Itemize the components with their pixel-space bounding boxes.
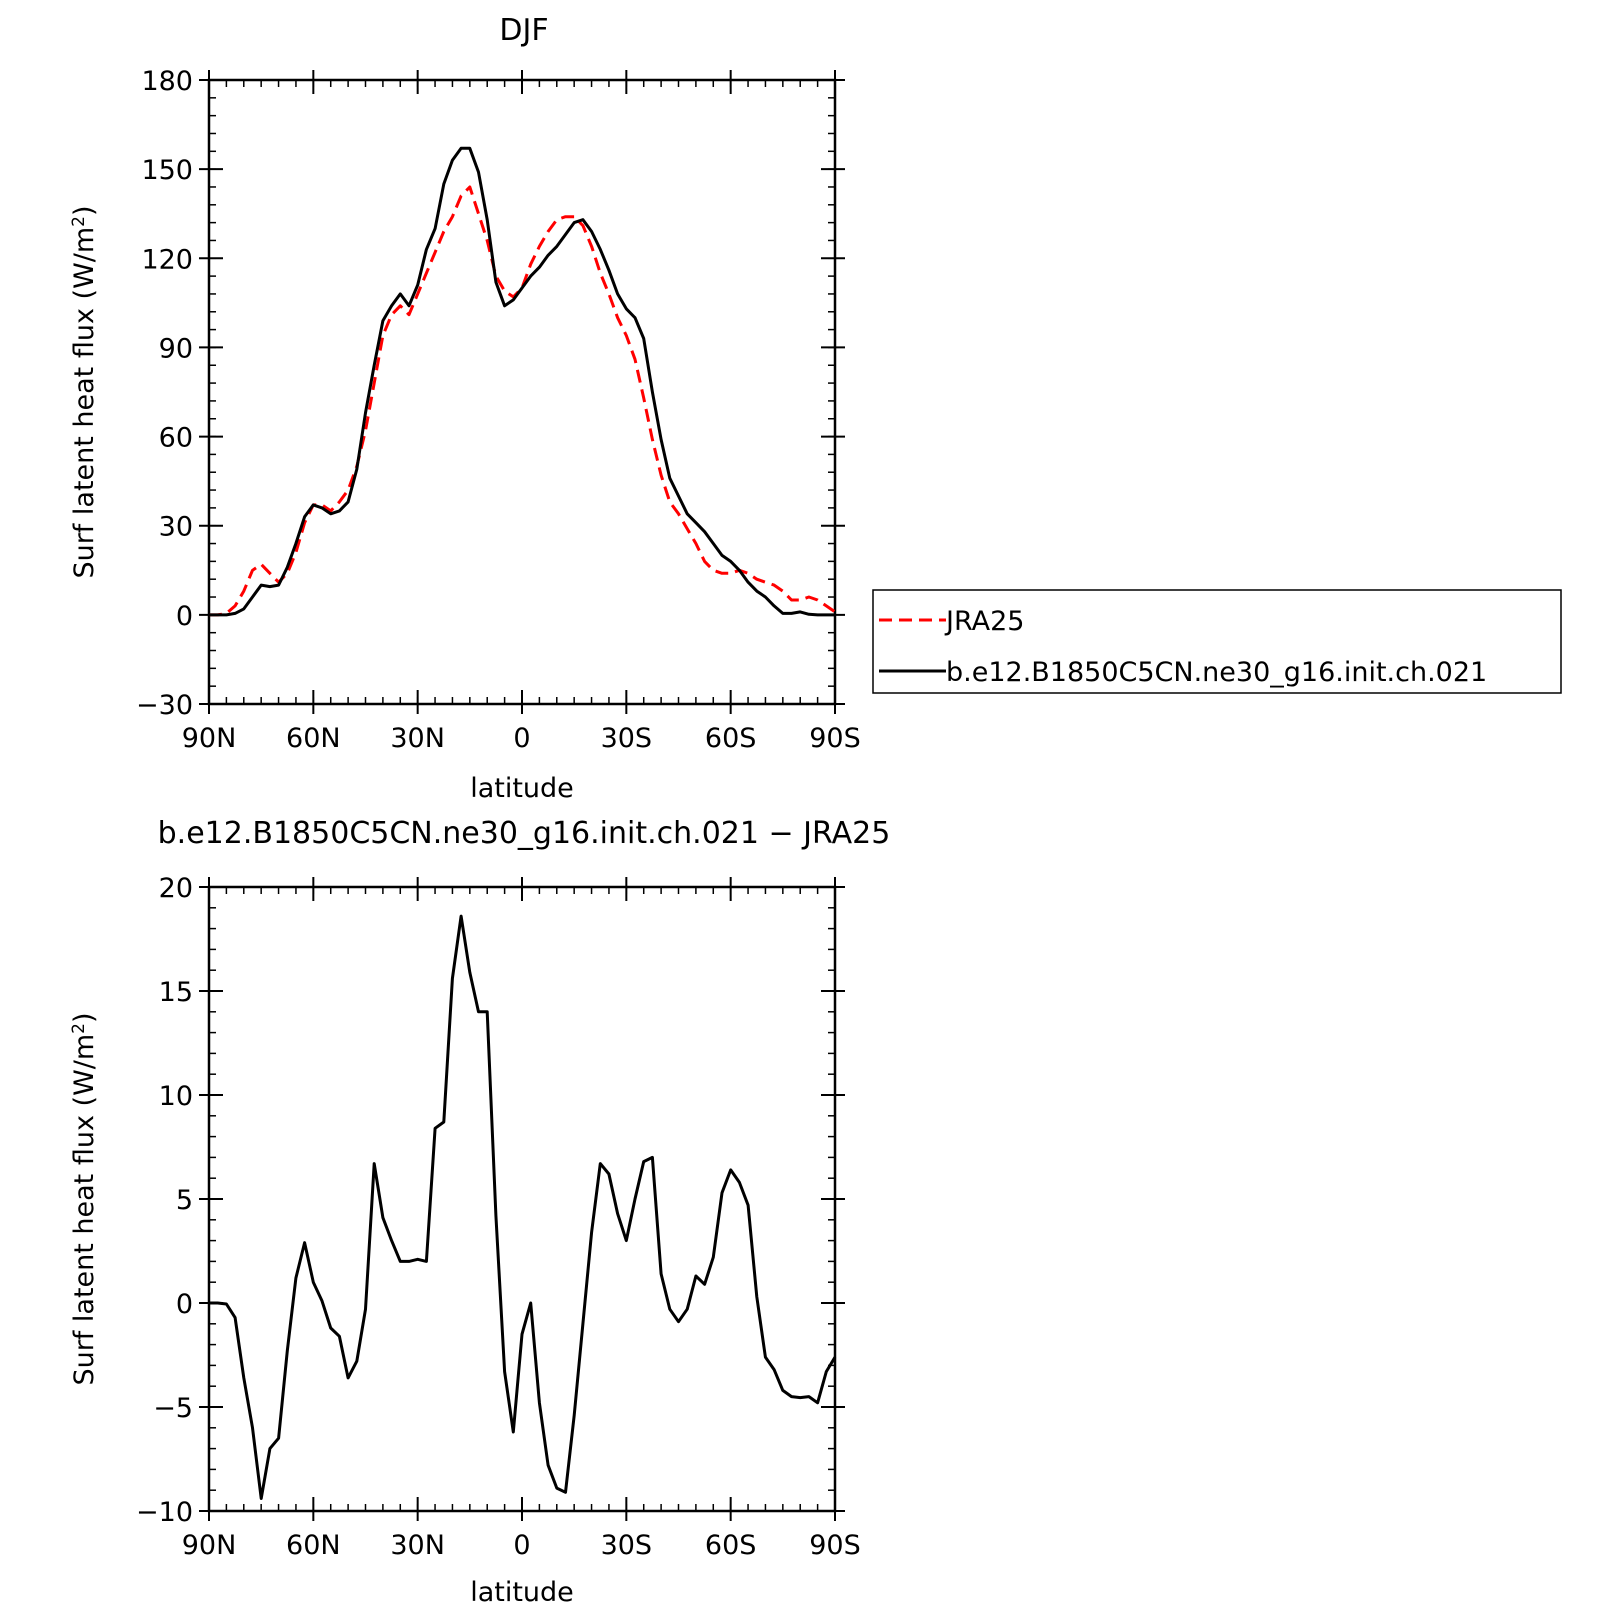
y-tick-label: 0	[176, 1289, 193, 1320]
djf-chart: DJF 90N 60N 30N 0 30S 60S 90S −30 0 30 60 90 120 150 1…	[69, 13, 1562, 804]
difference-series-line-0	[209, 914, 837, 1500]
difference-x-axis-label: latitude	[470, 1577, 574, 1608]
legend-label-model: b.e12.B1850C5CN.ne30_g16.init.ch.021	[946, 657, 1487, 688]
djf-y-axis-label-sup: 2	[69, 216, 89, 227]
djf-tick-labels: 90N 60N 30N 0 30S 60S 90S −30 0 30 60 90 120 150 180	[136, 66, 861, 754]
y-tick-label: −30	[136, 690, 193, 721]
djf-plot-frame	[207, 78, 837, 706]
djf-chart-title: DJF	[499, 13, 548, 48]
legend-box	[872, 589, 1562, 694]
difference-y-axis-label-main: Surf latent heat flux (W/m	[69, 1034, 100, 1386]
difference-tick-labels: 90N 60N 30N 0 30S 60S 90S −10 −5 0 5 10 15 20	[136, 873, 861, 1561]
x-tick-label: 90N	[182, 723, 237, 754]
x-tick-label: 30S	[601, 723, 653, 754]
y-tick-label: 10	[159, 1081, 193, 1112]
y-tick-label: 15	[159, 977, 193, 1008]
x-tick-label: 90N	[182, 1530, 237, 1561]
y-tick-label: 0	[176, 601, 193, 632]
y-tick-label: 60	[159, 423, 193, 454]
difference-series-group	[209, 914, 837, 1500]
djf-y-axis-label-close: )	[69, 205, 100, 216]
y-tick-label: −5	[153, 1393, 193, 1424]
difference-chart-title: b.e12.B1850C5CN.ne30_g16.init.ch.021 − J…	[158, 816, 891, 851]
djf-y-axis-label: Surf latent heat flux (W/m2)	[69, 205, 100, 578]
x-tick-label: 0	[513, 723, 530, 754]
x-tick-label: 60S	[705, 723, 757, 754]
x-tick-label: 60S	[705, 1530, 757, 1561]
difference-chart-ticks	[199, 877, 845, 1521]
x-tick-label: 30N	[390, 723, 445, 754]
x-tick-label: 60N	[286, 1530, 341, 1561]
difference-y-axis-label: Surf latent heat flux (W/m2)	[69, 1012, 100, 1385]
x-tick-label: 30N	[390, 1530, 445, 1561]
y-tick-label: 30	[159, 512, 193, 543]
x-tick-label: 60N	[286, 723, 341, 754]
djf-series-line-1	[209, 146, 835, 617]
legend: JRA25 b.e12.B1850C5CN.ne30_g16.init.ch.0…	[872, 589, 1562, 694]
y-tick-label: 180	[141, 66, 193, 97]
difference-y-axis-label-sup: 2	[69, 1023, 89, 1034]
y-tick-label: 120	[141, 244, 193, 275]
y-tick-label: 90	[159, 333, 193, 364]
legend-label-jra25: JRA25	[944, 606, 1024, 637]
djf-chart-ticks	[199, 70, 845, 714]
difference-y-axis-label-close: )	[69, 1012, 100, 1023]
x-tick-label: 30S	[601, 1530, 653, 1561]
djf-series-line-0	[209, 185, 836, 617]
x-tick-label: 0	[513, 1530, 530, 1561]
y-tick-label: −10	[136, 1497, 193, 1528]
x-tick-label: 90S	[809, 723, 861, 754]
x-tick-label: 90S	[809, 1530, 861, 1561]
difference-plot-frame	[207, 885, 837, 1513]
djf-series-group	[209, 146, 836, 617]
djf-y-axis-label-main: Surf latent heat flux (W/m	[69, 227, 100, 579]
y-tick-label: 150	[141, 155, 193, 186]
y-tick-label: 5	[176, 1185, 193, 1216]
y-tick-label: 20	[159, 873, 193, 904]
djf-x-axis-label: latitude	[470, 773, 574, 804]
difference-chart: b.e12.B1850C5CN.ne30_g16.init.ch.021 − J…	[69, 816, 890, 1608]
